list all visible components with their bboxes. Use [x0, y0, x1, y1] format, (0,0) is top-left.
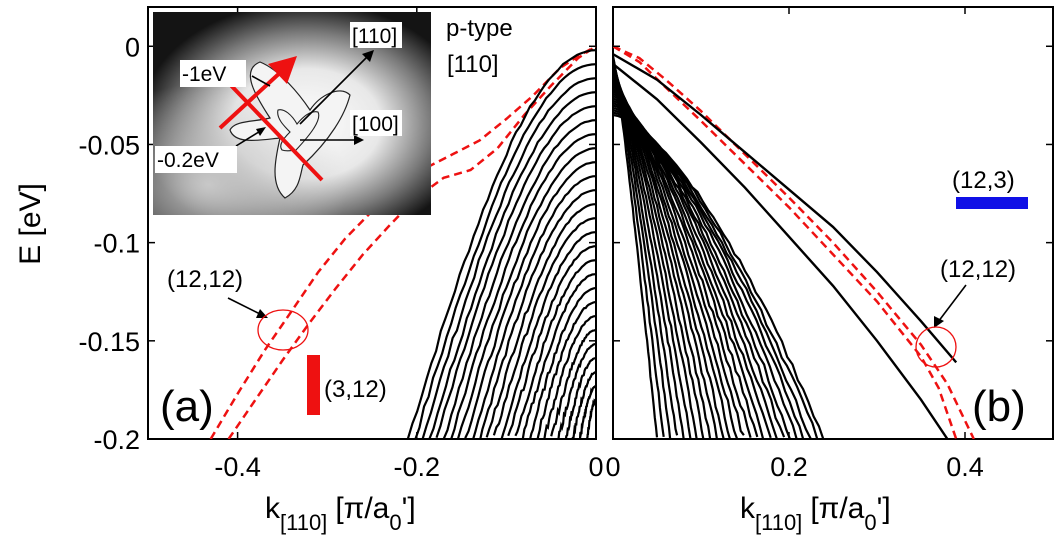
annotation-a-circle	[257, 309, 309, 351]
legend-3-12-label: (3,12)	[324, 376, 387, 403]
band-b-series-2	[613, 53, 958, 364]
annotation-a-arrow	[227, 297, 263, 316]
legend-3-12-swatch	[307, 355, 320, 415]
inset-pointer-02ev	[235, 129, 263, 147]
y-tick-label-1: -0.05	[78, 130, 140, 160]
x-tick-label-b-0: 0	[605, 452, 620, 482]
band-a-bundle-line-14	[507, 245, 596, 437]
band-a-bundle-line-0	[406, 49, 596, 439]
band-a-bundle-line-19	[543, 315, 596, 439]
direction-label: [110]	[447, 51, 499, 78]
inset-label-110: [110]	[352, 25, 397, 48]
x-axis-label-a: k[110] [π/a0']	[265, 492, 416, 535]
svg-text:k[110][π/a0']: k[110] [π/a0']	[740, 492, 891, 535]
legend-12-3-swatch	[956, 197, 1028, 209]
band-a-bundle-line-6	[450, 133, 596, 439]
band-a-bundle-line-21	[557, 343, 596, 439]
axis-ticks: -0.4 -0.2 00-0.05-0.1-0.15-0.20 0.2 0.4	[78, 7, 1053, 482]
band-b-series-3	[613, 62, 949, 439]
band-a-bundle-line-18	[536, 301, 596, 439]
band-b-series-0	[613, 45, 975, 439]
band-b-bundle-line-25	[613, 113, 825, 439]
y-tick-label-3: -0.15	[78, 327, 140, 357]
inset-arrow-110-head	[362, 50, 374, 62]
legend-12-3-label: (12,3)	[952, 167, 1015, 194]
panel-a-frame	[147, 6, 597, 440]
inset-arrow-100-head	[354, 135, 364, 145]
inset-figure: [110] [100] -1eV -0.2eV	[153, 12, 431, 215]
annotation-b-arrowhead	[934, 316, 944, 328]
band-a-bundle-line-4	[435, 105, 596, 439]
x-axis-label-b: k[110] [π/a0']	[740, 492, 891, 535]
panel-a-curves	[209, 45, 596, 439]
y-axis-label: E [eV]	[14, 183, 47, 265]
inset-label-100: [100]	[352, 113, 399, 136]
inset-red-line-long	[218, 72, 324, 182]
x-tick-label-b-1: 0.2	[770, 452, 808, 482]
inset-red-line-short	[218, 68, 285, 130]
inset-outer-contour	[229, 61, 351, 199]
inset-pointer-1ev	[251, 75, 271, 87]
svg-text:k[110][π/a0']: k[110] [π/a0']	[265, 492, 416, 535]
annotation-a-12-12-label: (12,12)	[167, 266, 243, 293]
band-a-bundle-line-13	[500, 231, 596, 439]
band-a-bundle-line-7	[456, 147, 596, 439]
band-a-bundle-line-24	[578, 385, 596, 439]
annotation-b-arrow	[937, 284, 967, 323]
band-a-bundle-line-12	[492, 217, 596, 436]
band-a-bundle-line-25	[586, 398, 596, 439]
inset-label-minus02ev: -0.2eV	[157, 149, 219, 172]
inset-label-minus1ev: -1eV	[182, 63, 226, 86]
y-tick-label-4: -0.2	[93, 425, 140, 455]
y-tick-label-2: -0.1	[93, 229, 140, 259]
band-a-bundle-line-22	[564, 357, 596, 439]
band-a-bundle-line-16	[521, 273, 596, 439]
panel-b-label: (b)	[972, 382, 1026, 431]
inset-label-02ev-box	[155, 146, 237, 173]
annotation-b-12-12-label: (12,12)	[940, 256, 1016, 283]
x-tick-label-a-1: -0.2	[394, 452, 441, 482]
band-a-bundle-line-9	[472, 175, 596, 439]
inset-red-arrowhead	[268, 56, 297, 84]
band-a-bundle-line-3	[428, 91, 596, 439]
x-tick-label-a-0: -0.4	[214, 452, 261, 482]
inset-pointer-02ev-head	[256, 127, 266, 136]
panel-a-label: (a)	[160, 382, 214, 431]
inset-label-100-box	[350, 110, 402, 136]
ptype-label: p-type	[446, 15, 513, 42]
band-a-bundle-line-20	[550, 329, 596, 437]
x-tick-label-a-2: 0	[588, 452, 603, 482]
band-a-bundle-line-5	[442, 119, 596, 439]
band-a-bundle-line-1	[414, 63, 596, 439]
panel-b-frame	[612, 6, 1054, 440]
panel-b-curves	[613, 45, 975, 439]
x-tick-label-b-2: 0.4	[946, 452, 984, 482]
band-a-bundle-line-23	[571, 371, 596, 439]
band-a-bundle-line-17	[529, 287, 596, 439]
inset-inner-contour	[277, 109, 320, 152]
band-a-bundle-line-2	[421, 77, 596, 439]
inset-arrow-110-line	[299, 53, 371, 125]
inset-label-1ev-box	[180, 60, 246, 87]
band-a-bundle-line-15	[514, 259, 596, 437]
annotation-b-circle	[915, 326, 957, 368]
inset-label-110-box	[350, 22, 402, 48]
band-a-bundle-line-10	[479, 189, 596, 439]
band-a-bundle-line-11	[485, 203, 596, 438]
y-tick-label-0: 0	[125, 32, 140, 62]
band-a-bundle-line-8	[464, 161, 596, 439]
